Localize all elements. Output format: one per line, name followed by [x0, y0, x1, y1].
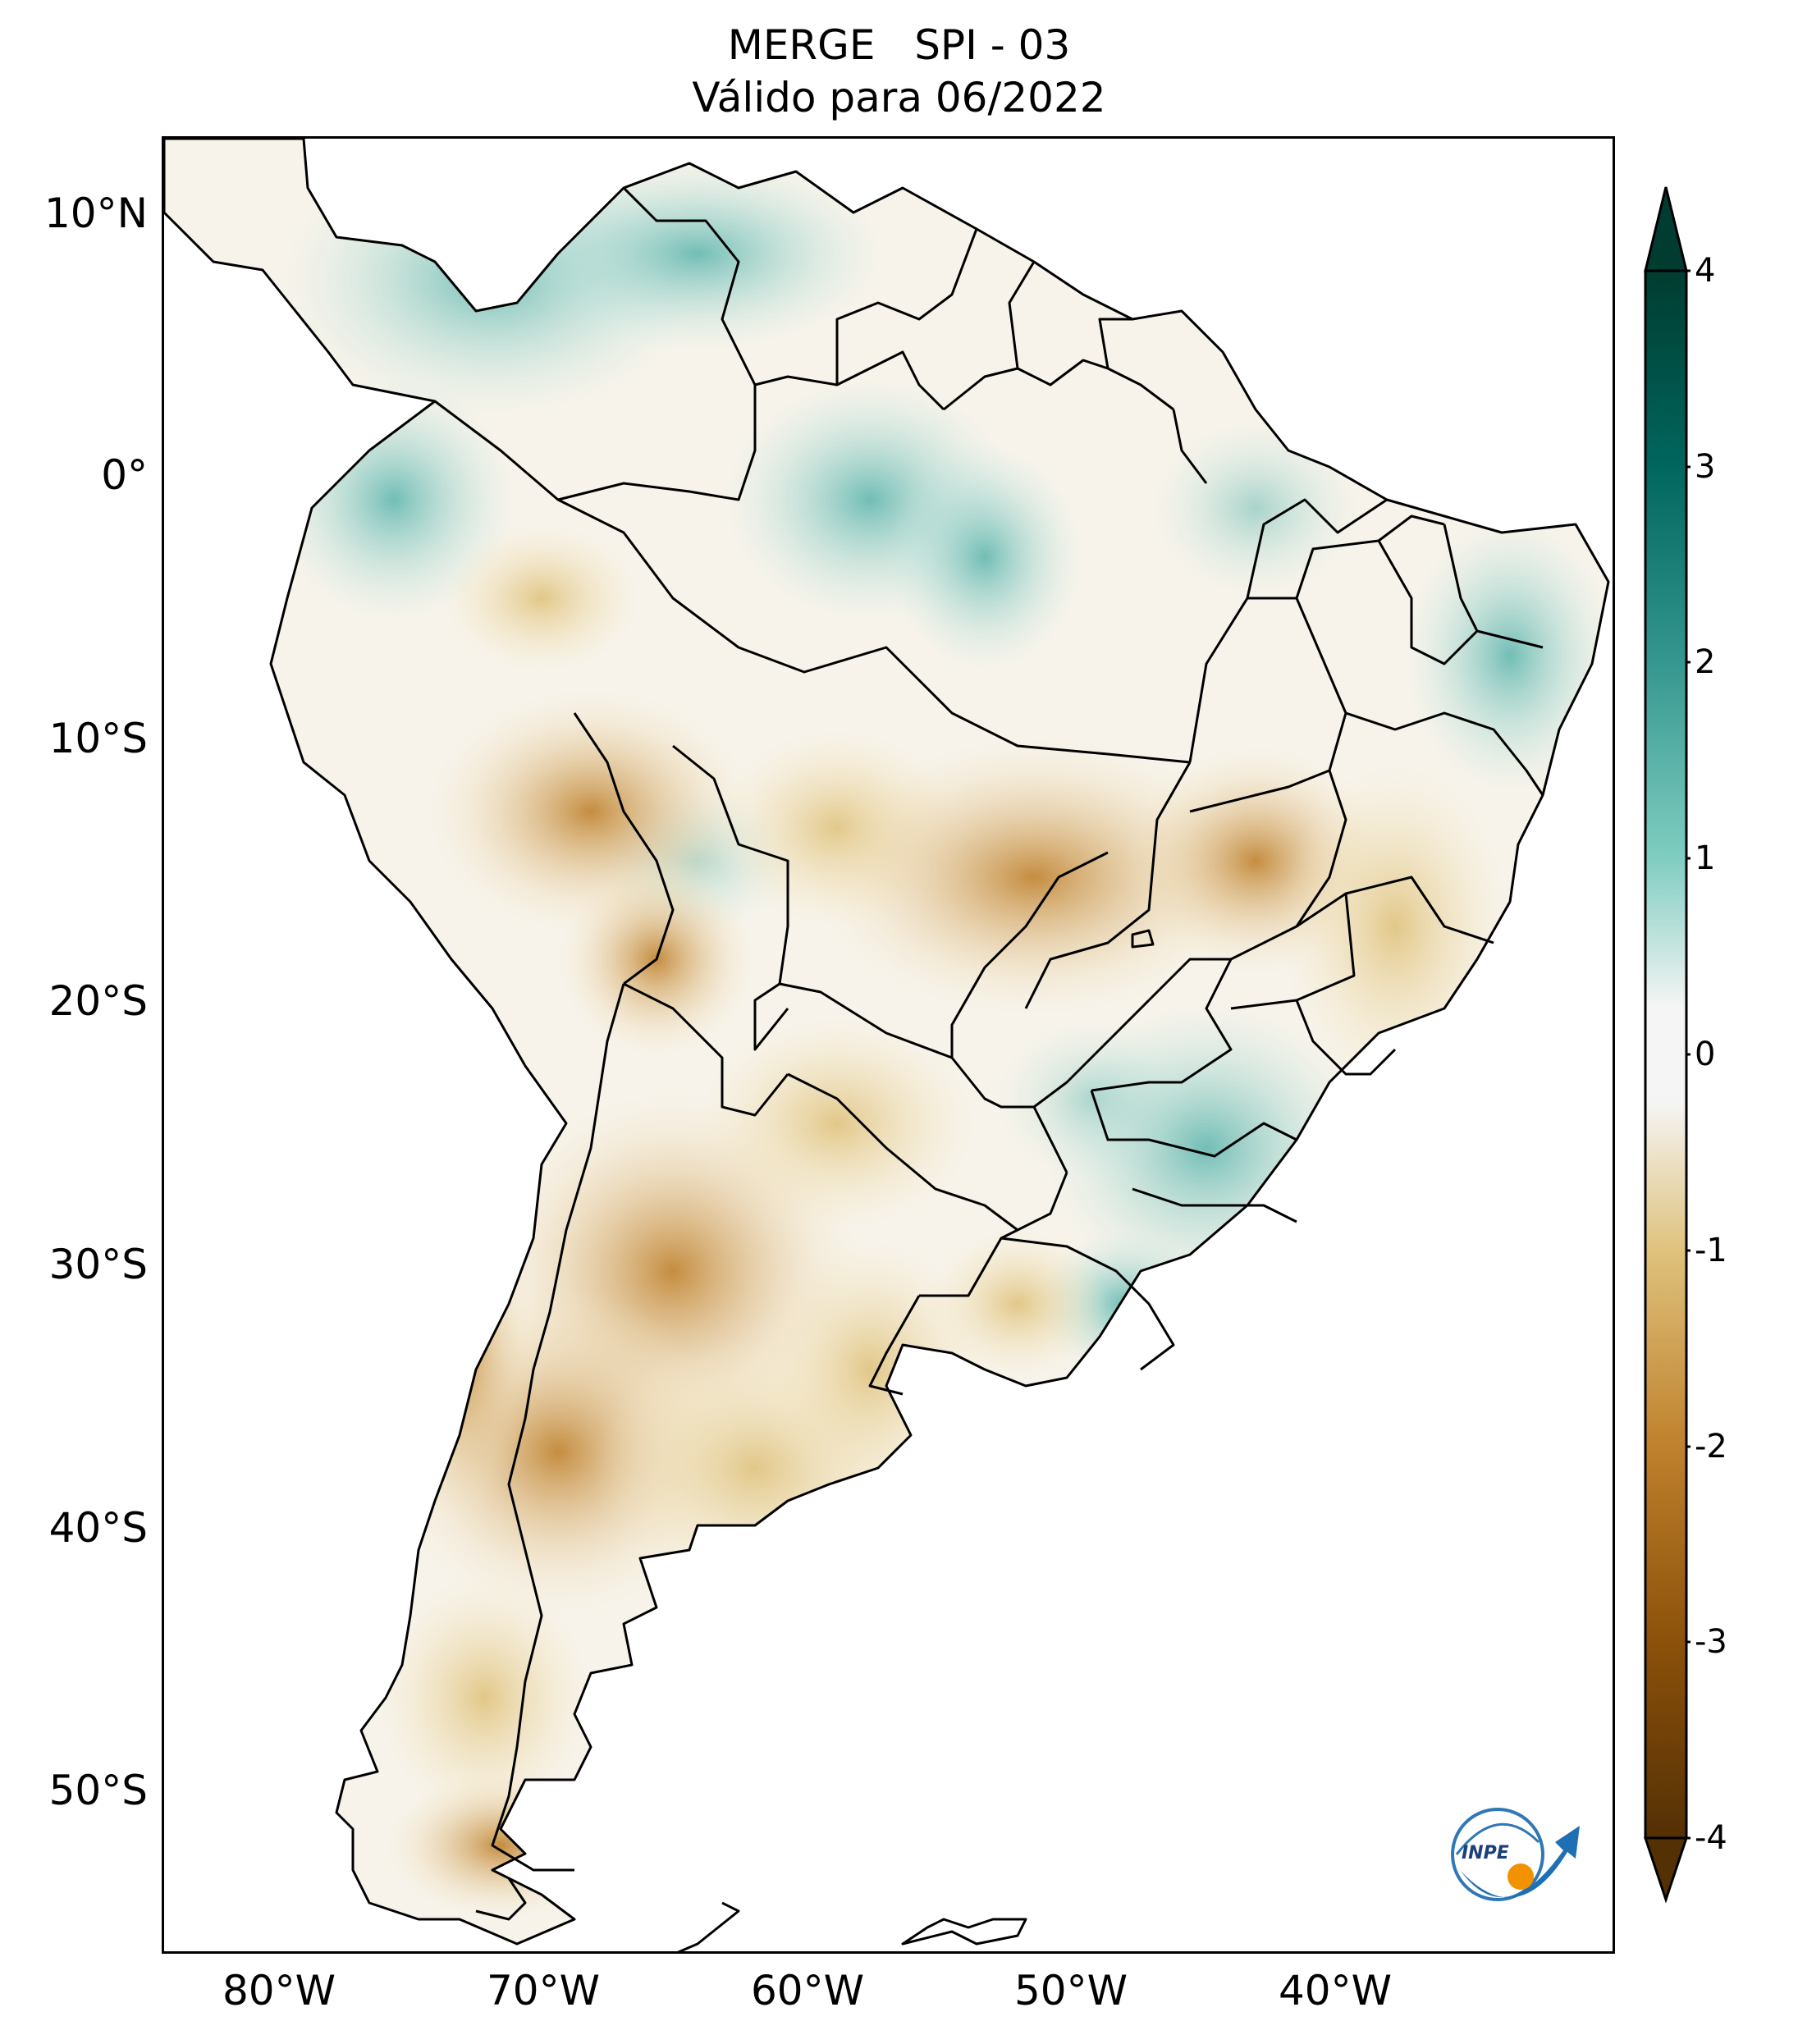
chart-subtitle: Válido para 06/2022 [692, 74, 1106, 121]
colorbar-bottom-extend [1643, 1836, 1689, 1904]
lon-tick-label: 70°W [486, 1967, 601, 2014]
colorbar-tick-label: 2 [1695, 643, 1716, 681]
lat-tick-label: 20°S [48, 977, 148, 1025]
lat-tick-label: 30°S [48, 1241, 148, 1288]
lon-tick-label: 80°W [222, 1967, 336, 2014]
colorbar-tick-label: -3 [1695, 1623, 1727, 1661]
lat-tick-label: 40°S [48, 1504, 148, 1552]
colorbar-tick-label: -2 [1695, 1428, 1727, 1466]
colorbar-tick-label: 4 [1695, 252, 1716, 290]
lat-tick-label: 50°S [48, 1767, 148, 1814]
colorbar-top-extend [1644, 186, 1688, 272]
chart-title: MERGE SPI - 03 [727, 21, 1071, 69]
colorbar-ticks [1686, 269, 1690, 1840]
colorbar [1643, 186, 1690, 1904]
colorbar-body [1644, 269, 1688, 1840]
spi-map [164, 139, 1610, 1951]
colorbar-tick-label: 1 [1695, 839, 1716, 877]
lat-tick-label: 10°S [48, 715, 148, 762]
lon-tick-label: 40°W [1278, 1967, 1393, 2014]
inpe-logo: INPE [1451, 1808, 1580, 1901]
lon-tick-label: 50°W [1013, 1967, 1128, 2014]
logo-text: INPE [1462, 1843, 1509, 1863]
colorbar-tick-label: 3 [1695, 448, 1716, 486]
map-outlines [164, 139, 1610, 1951]
lon-tick-label: 60°W [750, 1967, 865, 2014]
lat-tick-label: 0° [101, 451, 148, 499]
colorbar-tick-label: 0 [1695, 1036, 1716, 1073]
map-frame [162, 136, 1615, 1954]
colorbar-tick-label: -1 [1695, 1232, 1727, 1269]
lat-tick-label: 10°N [43, 190, 148, 237]
colorbar-tick-label: -4 [1695, 1819, 1727, 1857]
